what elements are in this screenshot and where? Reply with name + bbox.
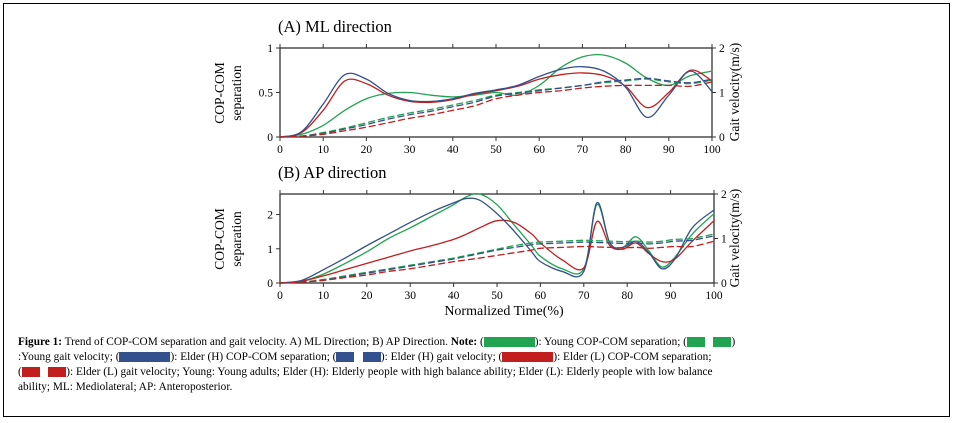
svg-text:70: 70 [577, 144, 589, 156]
svg-text:2: 2 [267, 210, 273, 222]
svg-text:30: 30 [404, 144, 416, 156]
svg-text:50: 50 [491, 290, 503, 302]
svg-text:0: 0 [267, 132, 273, 144]
svg-text:Gait velocity(m/s): Gait velocity(m/s) [727, 43, 742, 142]
svg-text:0: 0 [267, 278, 273, 290]
svg-text:2: 2 [719, 43, 725, 55]
svg-text:20: 20 [361, 290, 373, 302]
svg-text:1: 1 [267, 244, 273, 256]
svg-text:0: 0 [719, 132, 725, 144]
svg-text:Gait velocity(m/s): Gait velocity(m/s) [727, 189, 742, 288]
svg-text:separation: separation [229, 65, 244, 121]
svg-text:30: 30 [404, 290, 416, 302]
svg-text:COP-COM: COP-COM [212, 62, 227, 124]
svg-text:0: 0 [277, 144, 283, 156]
svg-text:0: 0 [277, 290, 283, 302]
svg-text:50: 50 [490, 144, 502, 156]
svg-text:40: 40 [447, 144, 459, 156]
svg-text:(B) AP direction: (B) AP direction [278, 163, 386, 182]
svg-text:90: 90 [663, 144, 675, 156]
svg-text:90: 90 [665, 290, 677, 302]
svg-text:100: 100 [703, 144, 721, 156]
svg-text:40: 40 [448, 290, 460, 302]
svg-text:20: 20 [361, 144, 373, 156]
svg-text:80: 80 [620, 144, 632, 156]
svg-text:COP-COM: COP-COM [212, 208, 227, 270]
svg-text:60: 60 [535, 290, 547, 302]
svg-text:Normalized Time(%): Normalized Time(%) [444, 304, 564, 319]
svg-text:separation: separation [229, 211, 244, 267]
svg-text:70: 70 [578, 290, 590, 302]
svg-text:10: 10 [317, 144, 329, 156]
svg-text:0.5: 0.5 [259, 88, 274, 100]
svg-text:60: 60 [533, 144, 545, 156]
svg-text:1: 1 [719, 88, 725, 100]
svg-text:1: 1 [267, 43, 273, 55]
svg-text:80: 80 [621, 290, 633, 302]
svg-text:10: 10 [318, 290, 330, 302]
svg-text:100: 100 [705, 290, 723, 302]
svg-text:(A) ML direction: (A) ML direction [278, 17, 392, 36]
